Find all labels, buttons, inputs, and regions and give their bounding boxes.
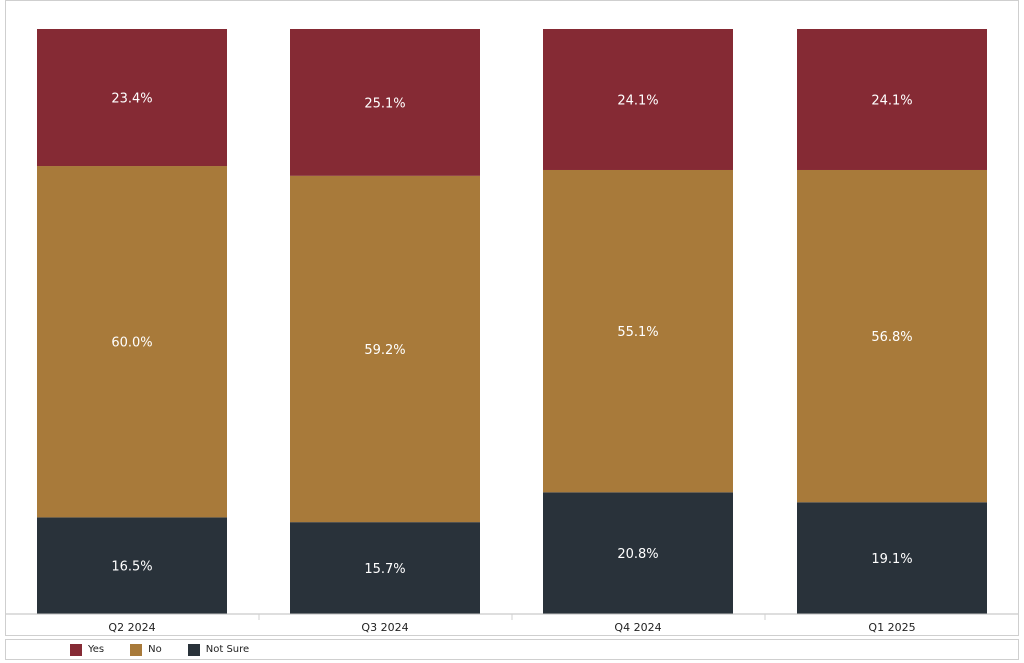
data-label-no-q3-2024: 59.2% [364, 343, 405, 358]
data-labels-group: 16.5% 60.0% 23.4% 15.7% 59.2% 25.1% 20.8% 55.1%… [111, 92, 912, 578]
data-label-yes-q3-2024: 25.1% [364, 96, 405, 111]
data-label-no-q2-2024: 60.0% [111, 336, 152, 351]
x-tick-label-q2-2024: Q2 2024 [108, 621, 155, 634]
legend: Yes No Not Sure [5, 639, 1019, 660]
legend-item-no: No [130, 643, 162, 656]
data-label-yes-q2-2024: 23.4% [111, 92, 152, 107]
data-label-no-q1-2025: 56.8% [871, 330, 912, 345]
bar-not-sure-q3-2024 [290, 522, 480, 614]
legend-item-yes: Yes [70, 643, 105, 656]
data-label-not-sure-q1-2025: 19.1% [871, 552, 912, 567]
x-tick-label-q4-2024: Q4 2024 [614, 621, 661, 634]
bar-no-q1-2025 [797, 169, 987, 503]
data-label-not-sure-q4-2024: 20.8% [617, 547, 658, 562]
data-label-no-q4-2024: 55.1% [617, 325, 658, 340]
legend-swatch-yes [70, 643, 82, 656]
x-tick-label-q1-2025: Q1 2025 [868, 621, 915, 634]
data-label-yes-q4-2024: 24.1% [617, 93, 658, 108]
legend-swatch-no [130, 643, 143, 656]
x-tick-label-q3-2024: Q3 2024 [361, 621, 408, 634]
bar-yes-q4-2024 [543, 29, 733, 170]
data-label-yes-q1-2025: 24.1% [871, 93, 912, 108]
bar-yes-q1-2025 [797, 29, 987, 170]
bar-no-q2-2024 [37, 166, 227, 518]
bars-group [37, 29, 987, 614]
bar-not-sure-q2-2024 [37, 517, 227, 614]
bar-yes-q2-2024 [37, 29, 227, 167]
legend-item-not-sure: Not Sure [187, 643, 250, 656]
chart-frame [5, 0, 1019, 636]
legend-label-no: No [148, 644, 162, 655]
bar-not-sure-q4-2024 [543, 492, 733, 614]
legend-swatch-not-sure [187, 643, 200, 656]
bar-yes-q3-2024 [290, 29, 480, 176]
bar-no-q4-2024 [543, 169, 733, 493]
bar-no-q3-2024 [290, 175, 480, 523]
bar-not-sure-q1-2025 [797, 502, 987, 614]
x-axis: Q2 2024 Q3 2024 Q4 2024 Q1 2025 [6, 613, 1018, 634]
stacked-bar-chart: 16.5% 60.0% 23.4% 15.7% 59.2% 25.1% 20.8% 55.1%… [6, 29, 1018, 634]
legend-label-yes: Yes [88, 644, 105, 655]
data-label-not-sure-q3-2024: 15.7% [364, 562, 405, 577]
data-label-not-sure-q2-2024: 16.5% [111, 560, 152, 575]
legend-label-not-sure: Not Sure [205, 644, 250, 655]
